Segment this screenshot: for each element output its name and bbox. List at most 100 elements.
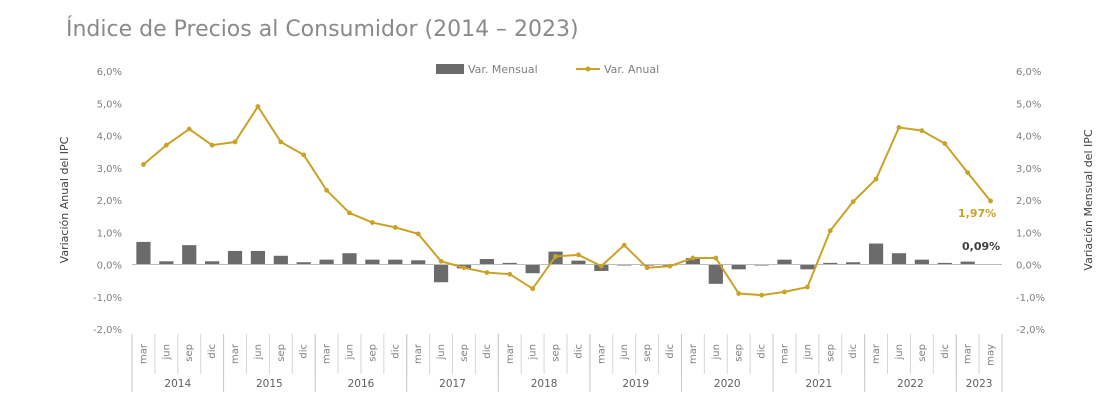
y-axis-left-title: Variación Anual del IPC [58,136,71,263]
point-anual [965,170,971,175]
month-label: mar [322,343,333,364]
point-anual [598,263,604,269]
bar-mensual [411,260,426,265]
legend-marker-anual [585,66,591,72]
month-label: dic [390,344,401,359]
bars-mensual [136,241,975,284]
month-label: may [986,344,997,366]
month-label: mar [688,343,699,364]
bar-mensual [731,264,746,270]
month-label: sep [917,344,928,362]
bar-mensual [388,259,403,265]
line-anual-group [141,104,993,298]
point-anual [324,187,330,193]
point-anual [919,128,925,134]
year-label: 2020 [714,378,741,390]
bar-mensual [365,259,380,265]
bar-mensual [502,262,517,265]
point-anual [850,199,856,205]
point-anual [782,289,787,295]
point-anual [461,265,467,271]
point-anual [690,255,696,261]
point-anual [667,263,673,269]
point-anual [232,139,238,145]
y-tick-right: 1,0% [1016,228,1041,239]
year-label: 2018 [531,378,558,390]
bar-mensual [342,253,357,265]
y-axis-left-ticks: 6,0% 5,0% 4,0% 3,0% 2,0% 1,0% 0,0% -1,0% -2,0% [93,67,122,336]
point-anual [804,284,810,290]
month-label: dic [940,344,951,359]
bar-mensual [205,261,220,265]
month-label: sep [825,344,836,362]
bar-mensual [296,262,311,265]
point-anual [736,291,742,296]
month-label: mar [871,343,882,364]
point-anual [484,270,490,275]
month-label: mar [963,343,974,364]
category-axis: mar jun sep dic mar jun sep dic mar jun sep dic mar j… [131,334,1003,392]
point-anual [301,152,307,158]
bar-mensual [319,259,334,265]
month-label: jun [436,344,447,360]
month-label: jun [345,344,356,360]
y-tick-left: 3,0% [97,164,122,175]
y-tick-left: 5,0% [97,99,122,110]
year-label: 2023 [966,378,993,390]
bar-mensual [273,255,288,265]
month-label: jun [619,344,630,360]
y-tick-right: 3,0% [1016,164,1041,175]
year-label: 2022 [897,378,924,390]
point-anual [438,258,444,264]
month-label: jun [528,344,539,360]
bar-mensual [525,264,540,274]
point-anual [988,198,993,204]
point-anual [713,255,719,261]
bar-mensual [182,245,197,265]
bar-mensual [960,261,975,265]
bar-mensual [159,261,174,265]
y-tick-right: 5,0% [1016,99,1041,110]
point-anual [209,142,215,148]
point-anual [415,231,421,237]
point-anual [369,220,375,225]
point-anual [576,252,581,258]
line-anual [142,105,992,297]
year-label: 2017 [439,378,466,390]
month-label: jun [161,344,172,360]
y-tick-right: -1,0% [1016,293,1045,304]
y-axis-right-ticks: 6,0% 5,0% 4,0% 3,0% 2,0% 1,0% 0,0% -1,0% -2,0% [1016,67,1045,336]
month-label: mar [596,343,607,364]
month-label: dic [665,344,676,359]
point-anual [163,142,169,148]
y-tick-right: 4,0% [1016,132,1041,143]
month-label: mar [505,343,516,364]
bar-mensual [846,262,861,265]
y-tick-left: 1,0% [97,228,122,239]
month-label: sep [734,344,745,362]
month-label: sep [642,344,653,362]
month-label: jun [894,344,905,360]
year-label: 2021 [805,378,832,390]
month-label: dic [482,344,493,359]
y-axis-right-title: Variación Mensual del IPC [1082,129,1095,270]
bar-mensual [823,262,838,265]
point-anual [759,292,765,298]
bar-mensual [777,259,792,265]
bar-mensual [868,243,884,265]
month-label: sep [184,344,195,362]
month-label: dic [207,344,218,359]
month-label: dic [299,344,310,359]
y-tick-left: 4,0% [97,132,122,143]
year-label: 2016 [348,378,375,390]
y-tick-right: 6,0% [1016,67,1041,78]
point-anual [186,126,192,132]
bar-mensual [227,250,243,265]
point-anual [530,286,536,292]
point-anual [644,265,650,271]
year-label: 2015 [256,378,283,390]
bar-mensual [250,250,266,265]
year-label: 2019 [622,378,649,390]
